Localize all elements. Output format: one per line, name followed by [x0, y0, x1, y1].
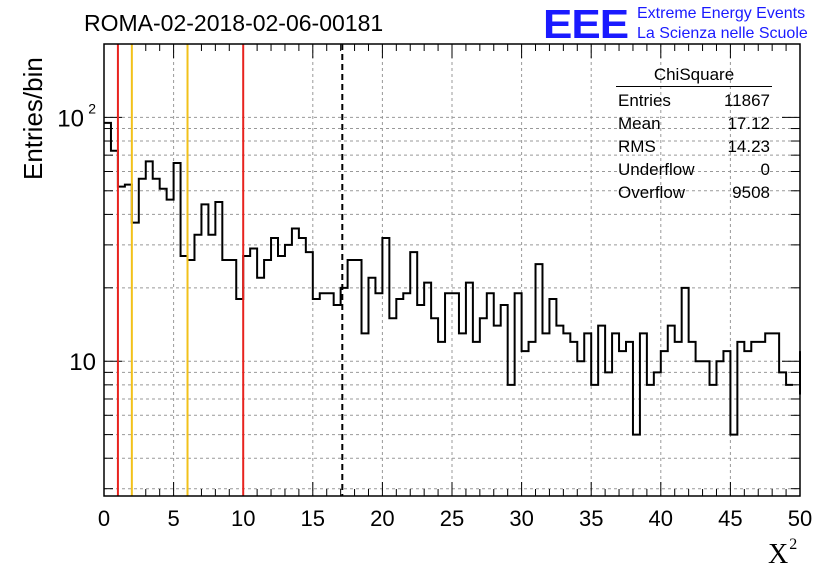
- x-tick-label: 20: [370, 506, 394, 531]
- x-tick-label: 5: [167, 506, 179, 531]
- x-axis-label: X2: [768, 536, 798, 570]
- y-tick-exponent: 2: [88, 100, 96, 116]
- stats-label: Mean: [618, 114, 661, 133]
- x-tick-label: 0: [98, 506, 110, 531]
- stats-box: ChiSquare Entries 11867 Mean 17.12 RMS 14.2…: [610, 65, 778, 204]
- y-tick-label: 10: [57, 105, 84, 132]
- stats-row-underflow: Underflow 0: [610, 158, 778, 181]
- histogram-line: [104, 121, 794, 436]
- stats-label: Underflow: [618, 160, 695, 179]
- eee-logo: EEE: [543, 2, 629, 48]
- stats-title: ChiSquare: [616, 65, 772, 87]
- x-tick-label: 15: [301, 506, 325, 531]
- x-tick-label: 25: [440, 506, 464, 531]
- x-tick-label: 50: [788, 506, 812, 531]
- stats-label: Overflow: [618, 183, 686, 202]
- logo-line-2: La Scienza nelle Scuole: [637, 25, 808, 42]
- stats-row-overflow: Overflow 9508: [610, 181, 778, 204]
- stats-value: 0: [760, 160, 770, 179]
- stats-value: 14.23: [727, 137, 770, 156]
- histogram-title: ROMA-02-2018-02-06-00181: [84, 10, 384, 36]
- stats-value: 17.12: [727, 114, 770, 133]
- x-tick-label: 35: [579, 506, 603, 531]
- stats-row-mean: Mean 17.12: [610, 112, 778, 135]
- stats-value: 11867: [723, 91, 770, 110]
- stats-row-entries: Entries 11867: [610, 89, 778, 112]
- stats-row-rms: RMS 14.23: [610, 135, 778, 158]
- x-tick-label: 45: [718, 506, 742, 531]
- y-tick-label: 10: [69, 349, 96, 376]
- logo-line-1: Extreme Energy Events: [637, 5, 806, 22]
- plot-frame: [103, 43, 801, 497]
- x-tick-label: 40: [649, 506, 673, 531]
- x-tick-label: 10: [231, 506, 255, 531]
- x-tick-label: 30: [509, 506, 533, 531]
- stats-value: 9508: [732, 183, 770, 202]
- y-axis-label: Entries/bin: [18, 57, 48, 180]
- stats-label: Entries: [618, 91, 671, 110]
- stats-label: RMS: [618, 137, 656, 156]
